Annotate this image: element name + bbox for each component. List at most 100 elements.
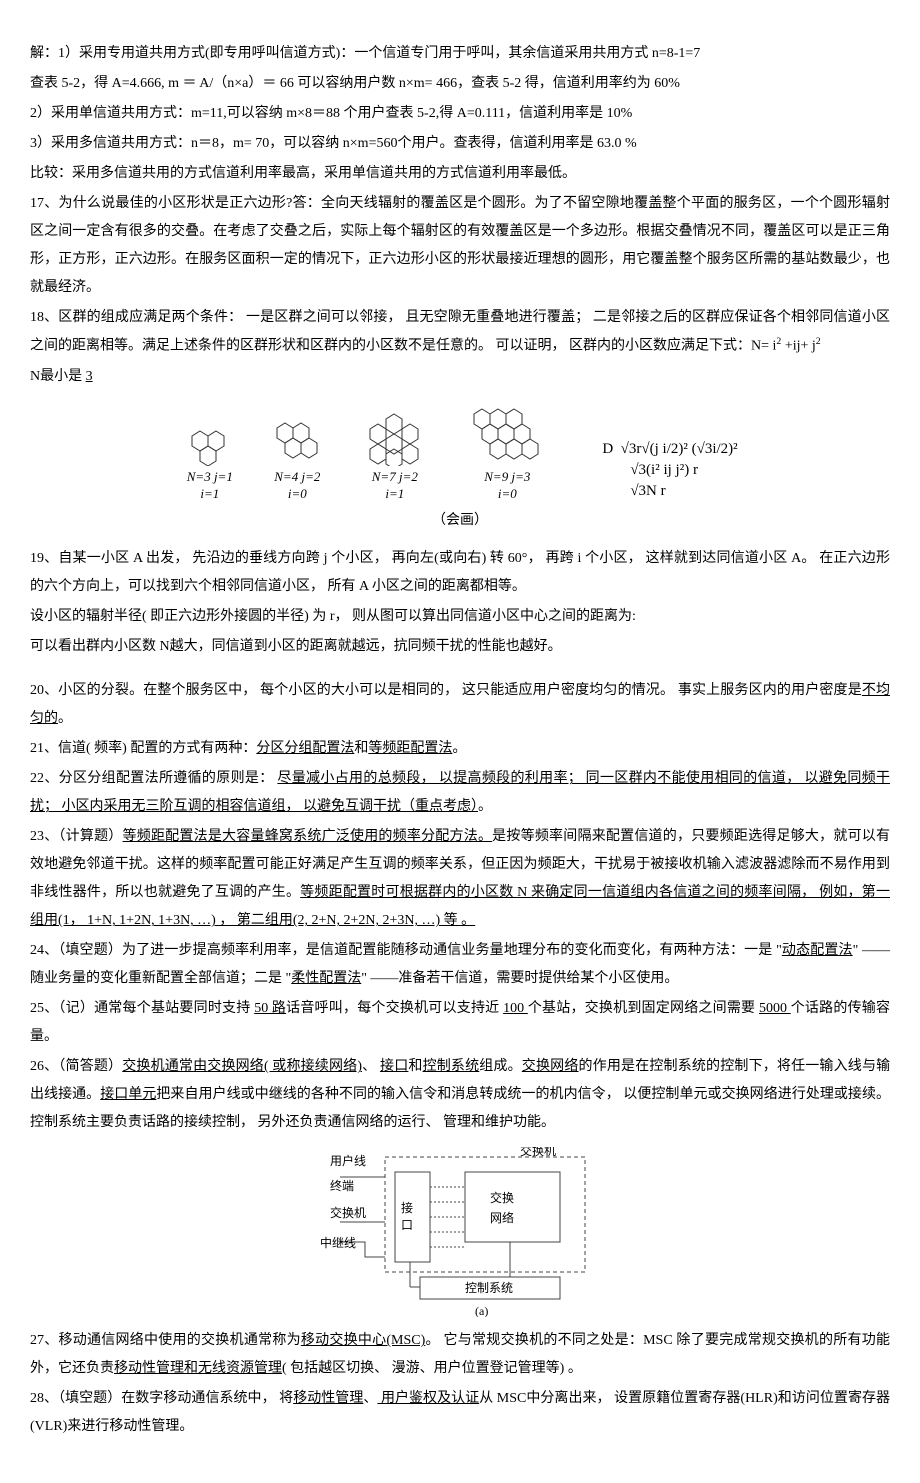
p26i: 交换网络	[522, 1059, 579, 1074]
para-3: 2）采用单信道共用方式：m=11,可以容纳 m×8＝88 个用户查表 5-2,得…	[30, 100, 890, 128]
para-20: 20、小区的分裂。在整个服务区中， 每个小区的大小可以是相同的， 这只能适应用户…	[30, 677, 890, 733]
hex-n9-svg	[462, 406, 552, 466]
para-25: 25、（记）通常每个基站要同时支持 50 路话音呼叫，每个交换机可以支持近 10…	[30, 995, 890, 1051]
sw-exchanger: 交换机	[330, 1205, 366, 1220]
p22c: 。	[478, 799, 492, 814]
p25c: 话音呼叫，每个交换机可以支持近	[286, 1001, 503, 1016]
p24a: 24、（填空题）为了进一步提高频率利用率，是信道配置能随移动通信业务量地理分布的…	[30, 943, 782, 958]
p27d: 移动性管理和无线资源管理	[114, 1361, 282, 1376]
p26k: 接口单元	[100, 1087, 156, 1102]
p27e: ( 包括越区切换、 漫游、用户位置登记管理等) 。	[282, 1361, 582, 1376]
hex1-i: i=1	[200, 486, 219, 501]
sw-trunk: 中继线	[320, 1235, 356, 1250]
para-27: 27、移动通信网络中使用的交换机通常称为移动交换中心(MSC)。 它与常规交换机…	[30, 1327, 890, 1383]
hex4-i: i=0	[498, 486, 517, 501]
hex-n3-svg	[182, 426, 237, 466]
hexagon-figure-row: N=3 j=1i=1 N=4 j=2i=0 N=7 j=2i	[30, 406, 890, 503]
p18a: 18、区群的组成应满足两个条件： 一是区群之间可以邻接， 且无空隙无重叠地进行覆…	[30, 310, 890, 354]
sw-iface1: 接	[401, 1200, 413, 1215]
p21b: 分区分组配置法	[256, 741, 354, 756]
formula-l1a: √3r	[621, 441, 642, 457]
sw-iface2: 口	[401, 1218, 413, 1232]
hex2-i: i=0	[288, 486, 307, 501]
p21c: 和	[354, 741, 368, 756]
p24d: 柔性配置法	[291, 971, 361, 986]
para-24: 24、（填空题）为了进一步提高频率利用率，是信道配置能随移动通信业务量地理分布的…	[30, 937, 890, 993]
p23b: 等频距配置法是大容量蜂窝系统广泛使用的频率分配方法。	[123, 829, 493, 844]
para-18: 18、区群的组成应满足两个条件： 一是区群之间可以邻接， 且无空隙无重叠地进行覆…	[30, 304, 890, 361]
hex4-n: N=9 j=3	[484, 469, 530, 484]
hex-n7: N=7 j=2 i=1	[357, 411, 432, 503]
hex-n3: N=3 j=1 i=1	[182, 426, 237, 503]
sw-ctrl: 控制系统	[465, 1281, 513, 1295]
p18b: +ij+	[781, 339, 812, 354]
sw-net1: 交换	[490, 1190, 514, 1205]
formula-l2: √3(i² ij j²) r	[602, 460, 698, 481]
switch-diagram: 交换机 用户线 终端 交换机 中继线 接 口 交换 网络 控制系统 (a)	[30, 1147, 890, 1317]
p26f: 和	[408, 1059, 422, 1074]
p26a: 26、（简答题）	[30, 1059, 122, 1074]
hex2-n: N=4 j=2	[274, 469, 320, 484]
p26g: 控制系统	[423, 1059, 480, 1074]
p27a: 27、移动通信网络中使用的交换机通常称为	[30, 1333, 301, 1348]
p20c: 。	[58, 711, 72, 726]
p21e: 。	[452, 741, 466, 756]
p28b: 移动性管理	[293, 1391, 363, 1406]
para-19: 19、自某一小区 A 出发， 先沿边的垂线方向跨 j 个小区， 再向左(或向右)…	[30, 545, 890, 601]
p28d: 用户鉴权及认证	[377, 1391, 479, 1406]
p24e: " ——准备若干信道，需要时提供给某个小区使用。	[361, 971, 678, 986]
para-26: 26、（简答题）交换机通常由交换网络( 或称接续网络)、 接口和控制系统组成。交…	[30, 1053, 890, 1137]
p21d: 等频距配置法	[368, 741, 452, 756]
sw-terminal: 终端	[330, 1178, 354, 1193]
para-2: 查表 5-2，得 A=4.666, m ＝ A/（n×a）＝ 66 可以容纳用户…	[30, 70, 890, 98]
p23a: 23、（计算题）	[30, 829, 123, 844]
p26h: 组成。	[479, 1059, 522, 1074]
para-19b: 设小区的辐射半径( 即正六边形外接圆的半径) 为 r， 则从图可以算出同信道小区…	[30, 603, 890, 631]
formula-d: D	[602, 441, 613, 457]
nmin-val: 3	[86, 369, 93, 384]
p25e: 个基站，交换机到固定网络之间需要	[528, 1001, 759, 1016]
p28a: 28、（填空题）在数字移动通信系统中， 将	[30, 1391, 293, 1406]
p20a: 20、小区的分裂。在整个服务区中， 每个小区的大小可以是相同的， 这只能适应用户…	[30, 683, 862, 698]
switch-svg: 交换机 用户线 终端 交换机 中继线 接 口 交换 网络 控制系统 (a)	[310, 1147, 610, 1317]
sw-label-a: (a)	[475, 1304, 488, 1317]
hex3-i: i=1	[385, 486, 404, 501]
p26l: 把来自用户线或中继线的各种不同的输入信令和消息转成统一的机内信令， 以便控制单元…	[30, 1087, 890, 1130]
p27b: 移动交换中心(MSC)	[301, 1333, 425, 1348]
hex3-n: N=7 j=2	[372, 469, 418, 484]
p25a: 25、（记）通常每个基站要同时支持	[30, 1001, 254, 1016]
p26d: 、	[362, 1059, 380, 1074]
p28c: 、	[363, 1391, 377, 1406]
hex1-n: N=3 j=1	[187, 469, 233, 484]
hex-n9: N=9 j=3 i=0	[462, 406, 552, 503]
p25f: 5000	[759, 1001, 791, 1016]
para-22: 22、分区分组配置法所遵循的原则是： 尽量减小占用的总频段， 以提高频段的利用率…	[30, 765, 890, 821]
para-5: 比较：采用多信道共用的方式信道利用率最高，采用单信道共用的方式信道利用率最低。	[30, 160, 890, 188]
para-4: 3）采用多信道共用方式：n＝8，m= 70，可以容纳 n×m=560个用户。查表…	[30, 130, 890, 158]
para-1: 解：1）采用专用道共用方式(即专用呼叫信道方式)：一个信道专门用于呼叫，其余信道…	[30, 40, 890, 68]
p26b: 交换机通常由	[122, 1059, 207, 1074]
p26c: 交换网络( 或称接续网络)	[207, 1059, 362, 1074]
p21a: 21、信道( 频率) 配置的方式有两种：	[30, 741, 256, 756]
distance-formula: D √3r√(j i/2)² (√3i/2)² √3(i² ij j²) r √…	[602, 439, 737, 502]
p26e: 接口	[380, 1059, 408, 1074]
p25d: 100	[503, 1001, 528, 1016]
formula-l3: √3N r	[602, 481, 665, 502]
para-18n: N最小是 3	[30, 363, 890, 391]
para-28: 28、（填空题）在数字移动通信系统中， 将移动性管理、 用户鉴权及认证从 MSC…	[30, 1385, 890, 1441]
para-23: 23、（计算题）等频距配置法是大容量蜂窝系统广泛使用的频率分配方法。是按等频率间…	[30, 823, 890, 935]
hex-n4: N=4 j=2 i=0	[267, 421, 327, 503]
formula-l1b: √(j i/2)² (√3i/2)²	[641, 441, 737, 457]
hex-n7-svg	[357, 411, 432, 466]
para-17: 17、为什么说最佳的小区形状是正六边形?答：全向天线辐射的覆盖区是个圆形。为了不…	[30, 190, 890, 302]
p25b: 50 路	[254, 1001, 286, 1016]
figure-caption: （会画）	[30, 507, 890, 535]
p24b: 动态配置法	[782, 943, 853, 958]
p22a: 22、分区分组配置法所遵循的原则是：	[30, 771, 277, 786]
sw-top-label: 交换机	[520, 1147, 556, 1158]
sw-net2: 网络	[490, 1210, 514, 1225]
nmin-pre: N最小是	[30, 369, 86, 384]
para-21: 21、信道( 频率) 配置的方式有两种：分区分组配置法和等频距配置法。	[30, 735, 890, 763]
para-19c: 可以看出群内小区数 N越大，同信道到小区的距离就越远，抗同频干扰的性能也越好。	[30, 633, 890, 661]
hex-n4-svg	[267, 421, 327, 466]
